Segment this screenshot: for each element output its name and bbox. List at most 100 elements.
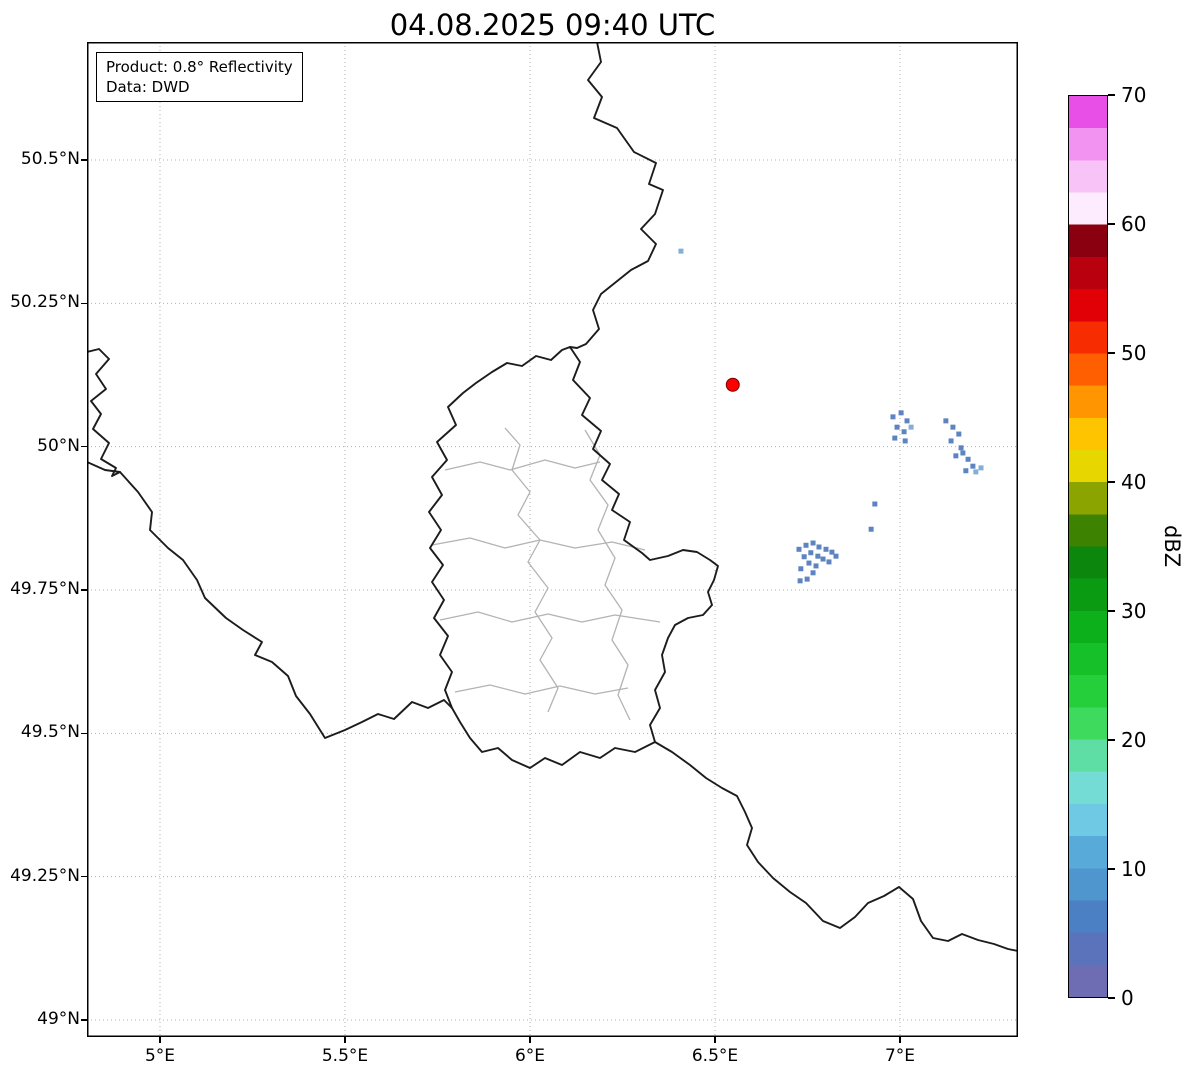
border-west-upper <box>87 348 121 477</box>
canton-border-line <box>504 427 559 713</box>
x-tick-label: 5.5°E <box>321 1046 369 1066</box>
colorbar-tick-mark <box>1108 868 1115 870</box>
colorbar-tick-label: 20 <box>1121 728 1147 752</box>
colorbar-tick-mark <box>1108 352 1115 354</box>
canton-border-line <box>444 459 601 471</box>
map-canvas <box>87 42 1018 1037</box>
radar-echo-pixel <box>804 576 810 582</box>
radar-echo-pixel <box>970 463 976 469</box>
y-tick-mark <box>81 1019 87 1021</box>
radar-echo-pixel <box>943 418 949 424</box>
colorbar-tick-mark <box>1108 223 1115 225</box>
colorbar-tick-mark <box>1108 739 1115 741</box>
radar-echo-pixel <box>901 429 907 435</box>
y-tick-mark <box>81 589 87 591</box>
grid-layer <box>87 42 1018 1037</box>
radar-echo-pixel-light <box>978 465 984 471</box>
canton-border-line <box>454 684 629 695</box>
radar-echo-pixel-light <box>678 248 684 254</box>
colorbar-tick-mark <box>1108 481 1115 483</box>
radar-echo-pixel <box>833 553 839 559</box>
colorbar-tick-label: 40 <box>1121 470 1147 494</box>
radar-echo-pixel <box>798 566 804 572</box>
radar-echo-pixel <box>797 578 803 584</box>
y-tick-label: 50.25°N <box>10 292 80 313</box>
radar-echo-pixel <box>826 559 832 565</box>
x-tick-label: 5°E <box>144 1046 176 1066</box>
canton-border-line <box>584 429 631 721</box>
x-tick-mark <box>344 1037 346 1043</box>
colorbar-tick-label: 60 <box>1121 212 1147 236</box>
radar-echo-pixel <box>950 424 956 430</box>
y-tick-label: 49.5°N <box>20 722 80 743</box>
border-belgium-germany <box>569 42 664 349</box>
y-tick-mark <box>81 876 87 878</box>
border-france-germany <box>654 741 1018 952</box>
country-borders <box>87 42 1018 952</box>
radar-echo-pixel-light <box>908 424 914 430</box>
y-tick-label: 49°N <box>37 1008 80 1029</box>
radar-echo-pixel <box>801 554 807 560</box>
figure-title: 04.08.2025 09:40 UTC <box>389 8 716 42</box>
radar-echo-pixel <box>960 450 966 456</box>
dbz-colorbar <box>1068 95 1108 998</box>
radar-echoes <box>678 248 984 584</box>
canton-border-line <box>439 611 661 623</box>
radar-echo-pixel <box>868 526 874 532</box>
radar-echo-pixel <box>810 570 816 576</box>
radar-echo-pixel <box>904 418 910 424</box>
radar-echo-pixel <box>963 468 969 474</box>
product-info-box: Product: 0.8° Reflectivity Data: DWD <box>96 52 303 102</box>
radar-echo-pixel <box>902 438 908 444</box>
colorbar-label-wrap: dBZ <box>1160 95 1184 998</box>
x-tick-label: 6°E <box>514 1046 546 1066</box>
radar-echo-pixel <box>823 546 829 552</box>
x-tick-mark <box>899 1037 901 1043</box>
colorbar-tick-label: 70 <box>1121 83 1147 107</box>
x-tick-mark <box>714 1037 716 1043</box>
radar-echo-pixel-light <box>973 469 979 475</box>
radar-echo-pixel <box>898 410 904 416</box>
radar-echo-pixel <box>948 438 954 444</box>
radar-echo-pixel <box>808 550 814 556</box>
plot-spine <box>87 42 1018 1037</box>
y-tick-mark <box>81 446 87 448</box>
product-info-line2: Data: DWD <box>106 78 190 96</box>
colorbar-tick-label: 10 <box>1121 857 1147 881</box>
radar-echo-pixel <box>958 445 964 451</box>
radar-echo-pixel <box>803 542 809 548</box>
x-tick-mark <box>159 1037 161 1043</box>
radar-echo-pixel <box>965 456 971 462</box>
radar-echo-pixel <box>815 553 821 559</box>
radar-echo-pixel <box>810 540 816 546</box>
radar-site-layer <box>725 377 740 392</box>
border-luxembourg <box>428 346 719 769</box>
radar-site-marker <box>725 377 740 392</box>
y-tick-label: 49.25°N <box>10 865 80 886</box>
radar-echo-pixel <box>890 414 896 420</box>
radar-echo-pixel <box>806 560 812 566</box>
colorbar-tick-label: 0 <box>1121 986 1134 1010</box>
colorbar-tick-mark <box>1108 94 1115 96</box>
colorbar-tick-mark <box>1108 997 1115 999</box>
canton-border-line <box>431 537 646 551</box>
y-tick-mark <box>81 732 87 734</box>
map-plot: Product: 0.8° Reflectivity Data: DWD <box>87 42 1018 1037</box>
radar-echo-pixel <box>820 556 826 562</box>
radar-echo-pixel <box>892 435 898 441</box>
colorbar-label: dBZ <box>1160 525 1184 568</box>
radar-echo-pixel <box>956 431 962 437</box>
product-info-line1: Product: 0.8° Reflectivity <box>106 58 293 76</box>
colorbar-tick-label: 30 <box>1121 599 1147 623</box>
x-tick-label: 7°E <box>884 1046 916 1066</box>
radar-echo-pixel <box>813 563 819 569</box>
y-tick-label: 50.5°N <box>20 149 80 169</box>
colorbar-tick-mark <box>1108 610 1115 612</box>
border-belgium-france <box>87 461 453 739</box>
radar-echo-pixel <box>872 501 878 507</box>
y-tick-mark <box>81 159 87 161</box>
radar-echo-pixel <box>796 546 802 552</box>
y-tick-mark <box>81 302 87 304</box>
x-tick-label: 6.5°E <box>691 1046 739 1066</box>
